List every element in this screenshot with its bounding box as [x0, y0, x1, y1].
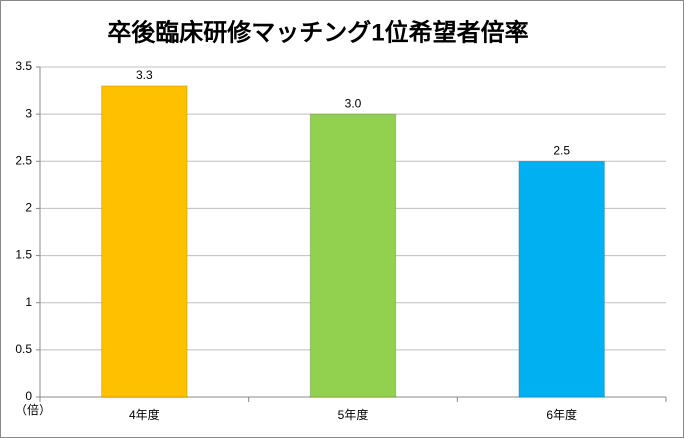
x-tick-label: 4年度	[129, 407, 160, 422]
bar	[309, 113, 397, 398]
y-tick-label: 1	[25, 295, 32, 309]
y-unit-label: （倍）	[15, 402, 51, 417]
y-tick-label: 3.5	[15, 59, 32, 73]
value-label: 2.5	[553, 143, 570, 157]
bar	[101, 85, 188, 398]
y-tick-label: 2	[25, 201, 32, 215]
bar	[518, 160, 605, 398]
y-tick-label: 1.5	[15, 248, 32, 262]
y-tick-label: 0	[25, 389, 32, 403]
chart-title: 卒後臨床研修マッチング1位希望者倍率	[107, 18, 528, 46]
y-tick-label: 3	[25, 106, 32, 120]
y-tick-label: 2.5	[15, 153, 32, 167]
value-label: 3.3	[136, 68, 153, 82]
x-tick-label: 5年度	[338, 407, 369, 422]
y-tick-label: 0.5	[15, 342, 32, 356]
x-tick-label: 6年度	[546, 407, 577, 422]
value-label: 3.0	[345, 96, 362, 110]
